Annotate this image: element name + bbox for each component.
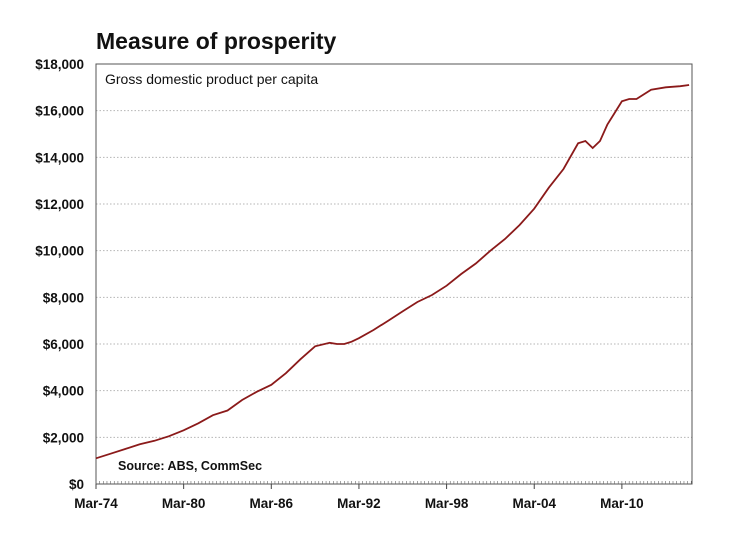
y-tick-label: $2,000 [43,430,84,445]
x-tick-label: Mar-10 [600,496,644,511]
y-tick-label: $6,000 [43,337,84,352]
chart-title: Measure of prosperity [96,28,337,54]
y-axis-ticks: $0 $2,000 $4,000 $6,000 $8,000 $10,000 $12,000… [35,57,84,492]
series-line-gdp-per-capita [95,84,690,460]
x-axis-ticks: Mar-74 Mar-80 Mar-86 Mar-92 Mar-98 Mar-04 Mar-… [74,481,692,511]
chart-subtitle: Gross domestic product per capita [105,71,318,87]
y-tick-label: $0 [69,477,84,492]
y-tick-label: $8,000 [43,290,84,305]
source-note: Source: ABS, CommSec [118,459,262,473]
x-tick-label: Mar-74 [74,496,118,511]
y-tick-label: $16,000 [35,104,84,119]
x-tick-label: Mar-86 [250,496,294,511]
y-tick-label: $18,000 [35,57,84,72]
x-tick-label: Mar-80 [162,496,206,511]
y-tick-label: $14,000 [35,150,84,165]
y-tick-label: $10,000 [35,244,84,259]
y-tick-label: $4,000 [43,384,84,399]
x-tick-label: Mar-98 [425,496,469,511]
x-tick-label: Mar-92 [337,496,381,511]
gridlines [96,110,692,438]
plot-area-frame [95,63,693,485]
y-tick-label: $12,000 [35,197,84,212]
x-tick-label: Mar-04 [512,496,556,511]
